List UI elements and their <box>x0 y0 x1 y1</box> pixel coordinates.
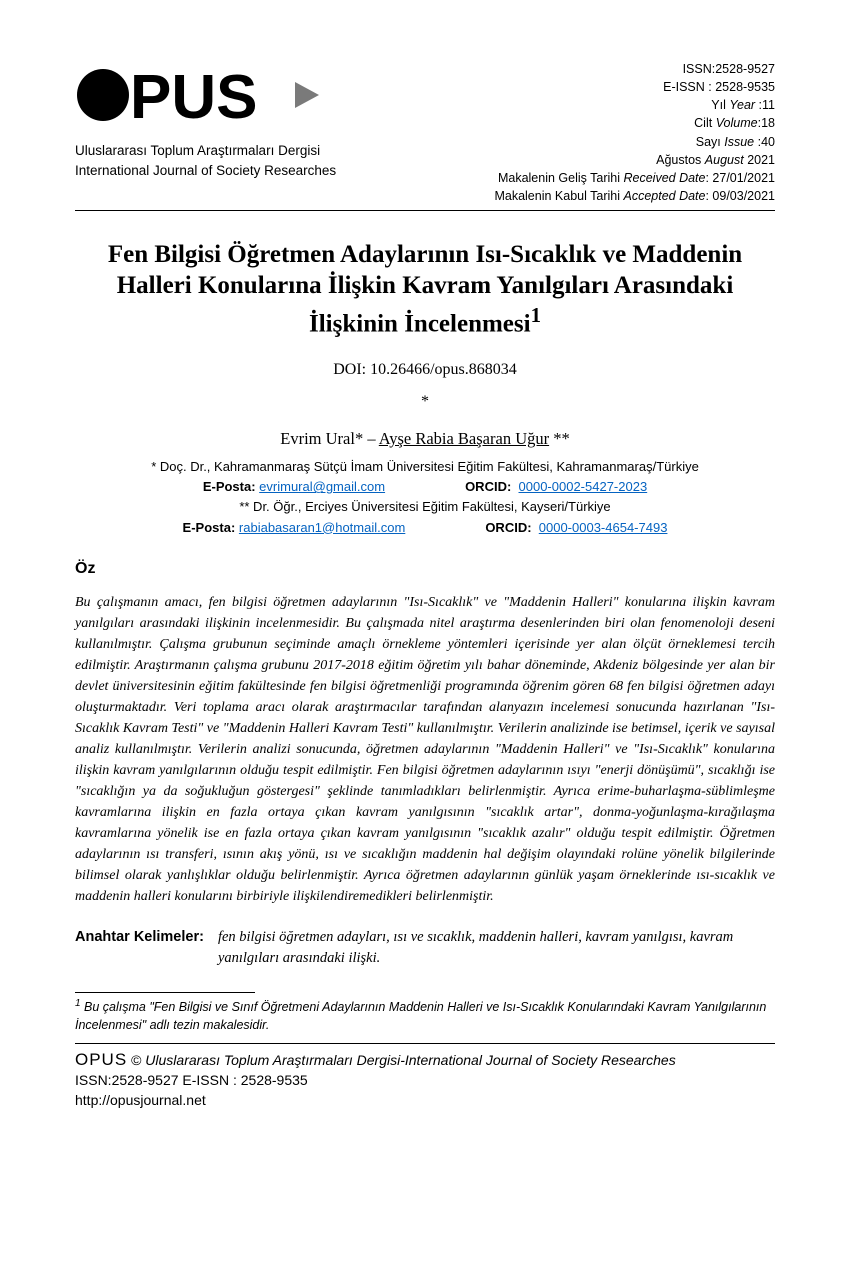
abstract-heading: Öz <box>75 560 775 578</box>
month-en: August <box>705 153 744 167</box>
year-label-tr: Yıl <box>711 98 726 112</box>
opus-logo: PUS <box>75 60 340 140</box>
email-label-2: E-Posta: <box>183 520 236 535</box>
author-2: Ayşe Rabia Başaran Uğur <box>379 429 549 448</box>
issn-label: ISSN: <box>683 62 716 76</box>
footer-brand: OPUS <box>75 1050 127 1069</box>
author-1: Evrim Ural <box>280 429 355 448</box>
month-year: 2021 <box>747 153 775 167</box>
footer-copyright: © <box>131 1052 141 1068</box>
title-text: Fen Bilgisi Öğretmen Adaylarının Isı-Sıc… <box>108 241 742 337</box>
doi-label: DOI: <box>333 361 366 378</box>
email-label: E-Posta: <box>203 479 256 494</box>
author-1-email[interactable]: evrimural@gmail.com <box>259 479 385 494</box>
doi: DOI: 10.26466/opus.868034 <box>75 361 775 379</box>
year-value: :11 <box>759 98 775 112</box>
eissn-value: 2528-9535 <box>715 80 775 94</box>
volume-value: :18 <box>758 116 775 130</box>
keywords: Anahtar Kelimeler: fen bilgisi öğretmen … <box>75 927 775 971</box>
accepted-label-en: Accepted Date <box>623 189 705 203</box>
keywords-text: fen bilgisi öğretmen adayları, ısı ve sı… <box>218 927 775 971</box>
authors: Evrim Ural* – Ayşe Rabia Başaran Uğur ** <box>75 429 775 449</box>
accepted-label-tr: Makalenin Kabul Tarihi <box>494 189 620 203</box>
footer-journal: Uluslararası Toplum Araştırmaları Dergis… <box>145 1052 675 1068</box>
header: PUS Uluslararası Toplum Araştırmaları De… <box>75 60 775 211</box>
received-label-en: Received Date <box>623 171 705 185</box>
keywords-label: Anahtar Kelimeler: <box>75 927 204 971</box>
journal-meta: ISSN:2528-9527 E-ISSN : 2528-9535 Yıl Ye… <box>494 60 775 205</box>
footnote-text: Bu çalışma "Fen Bilgisi ve Sınıf Öğretme… <box>75 1000 766 1032</box>
month-tr: Ağustos <box>656 153 701 167</box>
contact-row-2: E-Posta: rabiabasaran1@hotmail.com ORCID… <box>75 518 775 538</box>
author-sep: – <box>367 429 375 448</box>
page-footer: OPUS © Uluslararası Toplum Araştırmaları… <box>75 1043 775 1111</box>
doi-value: 10.26466/opus.868034 <box>370 361 517 378</box>
article-title: Fen Bilgisi Öğretmen Adaylarının Isı-Sıc… <box>75 239 775 339</box>
affiliation-1: * Doç. Dr., Kahramanmaraş Sütçü İmam Üni… <box>75 457 775 477</box>
journal-subtitle-en: International Journal of Society Researc… <box>75 162 340 180</box>
issn-value: 2528-9527 <box>715 62 775 76</box>
orcid-label-2: ORCID: <box>485 520 531 535</box>
received-label-tr: Makalenin Geliş Tarihi <box>498 171 620 185</box>
orcid-label: ORCID: <box>465 479 511 494</box>
accepted-date: : 09/03/2021 <box>705 189 775 203</box>
volume-label-tr: Cilt <box>694 116 712 130</box>
separator-star: * <box>75 393 775 411</box>
footer-url[interactable]: http://opusjournal.net <box>75 1092 206 1108</box>
title-footnote-marker: 1 <box>531 303 541 327</box>
issue-value: :40 <box>758 135 775 149</box>
year-label-en: Year <box>729 98 755 112</box>
author-1-mark: * <box>355 429 363 448</box>
svg-text:PUS: PUS <box>130 63 257 132</box>
author-1-orcid[interactable]: 0000-0002-5427-2023 <box>519 479 648 494</box>
issue-label-en: Issue <box>724 135 754 149</box>
eissn-label: E-ISSN : <box>663 80 712 94</box>
abstract-text: Bu çalışmanın amacı, fen bilgisi öğretme… <box>75 592 775 907</box>
affiliation-2: ** Dr. Öğr., Erciyes Üniversitesi Eğitim… <box>75 497 775 517</box>
author-2-orcid[interactable]: 0000-0003-4654-7493 <box>539 520 668 535</box>
affiliations: * Doç. Dr., Kahramanmaraş Sütçü İmam Üni… <box>75 457 775 538</box>
journal-subtitle-tr: Uluslararası Toplum Araştırmaları Dergis… <box>75 142 340 160</box>
author-2-mark: ** <box>553 429 570 448</box>
received-date: : 27/01/2021 <box>705 171 775 185</box>
journal-logo-block: PUS Uluslararası Toplum Araştırmaları De… <box>75 60 340 180</box>
author-2-email[interactable]: rabiabasaran1@hotmail.com <box>239 520 405 535</box>
contact-row-1: E-Posta: evrimural@gmail.com ORCID: 0000… <box>75 477 775 497</box>
footnote: 1 Bu çalışma "Fen Bilgisi ve Sınıf Öğret… <box>75 997 775 1034</box>
footer-issn: ISSN:2528-9527 E-ISSN : 2528-9535 <box>75 1071 775 1091</box>
footnote-rule <box>75 992 255 993</box>
issue-label-tr: Sayı <box>696 135 721 149</box>
volume-label-en: Volume <box>716 116 758 130</box>
